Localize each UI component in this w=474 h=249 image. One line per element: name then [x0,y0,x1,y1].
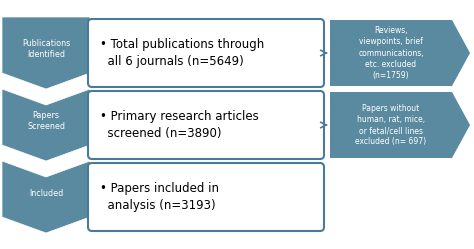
FancyBboxPatch shape [88,163,324,231]
Text: Papers without
human, rat, mice,
or fetal/cell lines
excluded (n= 697): Papers without human, rat, mice, or feta… [356,104,427,146]
Polygon shape [2,17,90,89]
Text: Papers
Screened: Papers Screened [27,111,65,131]
Polygon shape [2,89,90,161]
Polygon shape [330,20,470,86]
Text: Included: Included [29,188,63,197]
Text: Reviews,
viewpoints, brief
communications,
etc. excluded
(n=1759): Reviews, viewpoints, brief communication… [358,26,424,80]
Text: Publications
Identified: Publications Identified [22,39,70,59]
FancyBboxPatch shape [88,91,324,159]
Text: • Primary research articles
  screened (n=3890): • Primary research articles screened (n=… [100,110,259,140]
Text: • Total publications through
  all 6 journals (n=5649): • Total publications through all 6 journ… [100,38,264,68]
Text: • Papers included in
  analysis (n=3193): • Papers included in analysis (n=3193) [100,182,219,212]
Polygon shape [2,161,90,233]
FancyBboxPatch shape [88,19,324,87]
Polygon shape [330,92,470,158]
